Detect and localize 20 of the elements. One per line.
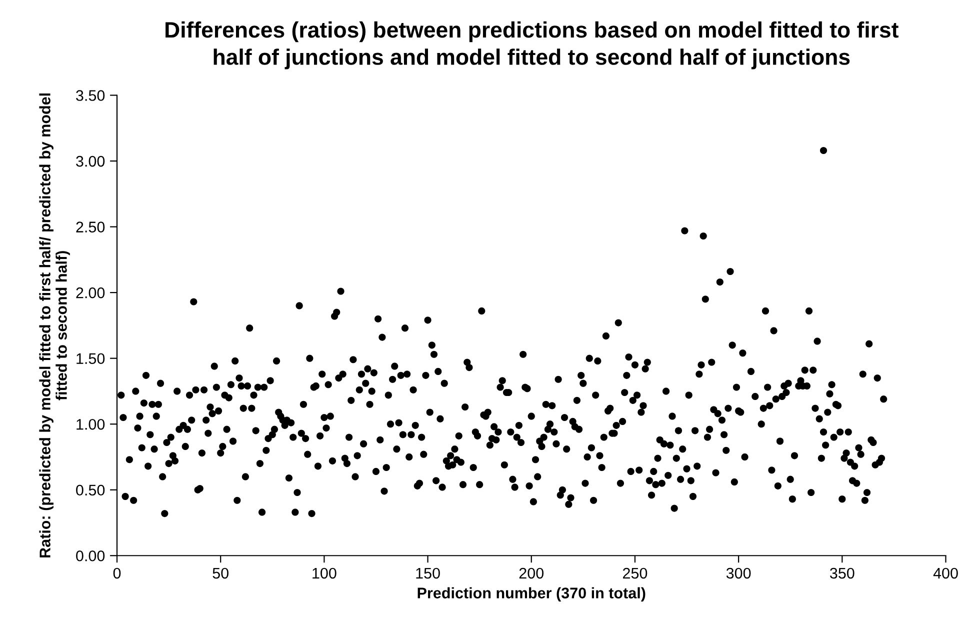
y-tick-label: 1.00 (76, 418, 105, 430)
y-tick-label: 3.00 (76, 156, 105, 167)
y-tick-label: 0.50 (76, 484, 105, 496)
y-tick-label: 0.00 (76, 550, 105, 562)
x-tick-label: 250 (622, 568, 648, 579)
y-tick-label: 2.00 (76, 287, 105, 298)
x-tick-label: 350 (830, 568, 854, 579)
x-tick-label: 150 (416, 568, 440, 579)
x-tick-label: 50 (212, 568, 228, 579)
x-tick-label: 100 (312, 568, 336, 579)
x-tick-label: 400 (933, 568, 958, 579)
chart-title: Differences (ratios) between predictions based on model fitted to first half of junctions and model fitted to second half of junctions (166, 21, 898, 70)
x-tick-label: 200 (519, 568, 544, 579)
y-tick-label: 1.50 (76, 353, 105, 364)
x-axis-title: Prediction number (370 in total) (418, 587, 646, 602)
x-tick-label: 300 (726, 568, 751, 579)
y-axis-title: Ratio: (predicted by model fitted to first half/ predicted by model fitted to second half) (39, 93, 70, 558)
x-tick-label: 0 (113, 568, 121, 579)
y-tick-label: 2.50 (76, 222, 105, 232)
y-tick-label: 3.50 (76, 90, 105, 101)
